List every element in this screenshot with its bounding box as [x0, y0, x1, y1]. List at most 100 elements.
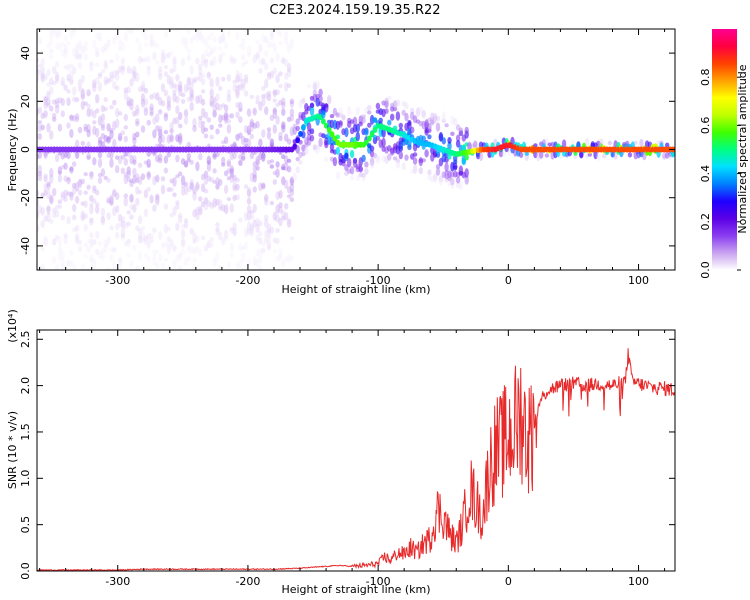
spectrogram-cell — [97, 139, 103, 148]
spectrogram-cell — [37, 75, 40, 83]
spectrogram-cell — [258, 44, 263, 53]
spectrogram-cell — [89, 108, 94, 117]
spectrogram-cell — [72, 182, 77, 189]
spectrogram-cell — [37, 170, 43, 177]
spectrogram-cell — [178, 84, 183, 93]
spectrogram-cell — [278, 30, 283, 38]
spectrogram-cell — [155, 249, 160, 254]
spectrogram-cell — [172, 259, 177, 268]
spectrogram-cell — [421, 110, 426, 119]
spectrogram-cell — [129, 99, 134, 104]
spectrogram-cell — [155, 43, 160, 49]
spectrogram-cell — [295, 144, 300, 154]
spectrogram-cell — [381, 128, 386, 138]
spectrogram-cell — [92, 188, 97, 194]
spectrogram-cell — [49, 31, 54, 39]
spectrogram-cell — [200, 53, 206, 60]
spectrogram-cell — [72, 29, 77, 33]
spectrogram-cell — [223, 204, 229, 214]
spectrogram-cell — [183, 41, 189, 50]
spectrogram-cell — [261, 150, 266, 160]
spectrogram-cell — [123, 31, 128, 42]
spectrogram-cell — [46, 82, 51, 87]
spectrogram-cell — [155, 60, 160, 65]
spectrogram-cell — [112, 81, 117, 89]
spectrogram-cell — [180, 239, 186, 249]
spectrogram-cell — [444, 162, 449, 172]
spectrogram-cell — [226, 124, 232, 134]
spectrogram-cell — [52, 238, 57, 246]
spectrogram-cell — [235, 70, 240, 76]
spectrogram-cell — [289, 38, 295, 44]
spectrogram-ridge-cell — [301, 124, 306, 131]
spectrogram-cell — [349, 175, 355, 181]
spectrogram-cell — [140, 87, 146, 92]
spectrogram-cell — [458, 181, 464, 191]
spectrogram-cell — [146, 67, 151, 76]
spectrogram-cell — [467, 141, 472, 151]
spectrogram-cell — [52, 112, 57, 119]
spectrogram-cell — [344, 164, 349, 172]
spectrogram-cell — [401, 109, 406, 116]
spectrogram-cell — [74, 50, 80, 59]
spectrogram-cell — [301, 131, 306, 139]
spectrogram-cell — [235, 86, 240, 96]
spectrogram-cell — [395, 111, 401, 121]
spectrogram-cell — [309, 134, 315, 142]
spectrogram-cell — [83, 40, 88, 48]
spectrogram-cell — [229, 169, 234, 178]
spectrogram-cell — [86, 92, 91, 97]
spectrogram-cell — [272, 211, 277, 221]
spectrogram-cell — [117, 155, 123, 165]
spectrogram-y-ticks: -40 -20 0 20 40 — [19, 46, 675, 255]
spectrogram-cell — [123, 157, 128, 166]
spectrogram-cell — [198, 206, 203, 212]
spectrogram-cell — [209, 101, 214, 108]
colorbar-tick-label: 0.0 — [699, 261, 712, 279]
spectrogram-cell — [249, 133, 254, 140]
spectrogram-cell — [80, 214, 86, 222]
spectrogram-cell — [126, 65, 131, 74]
spectrogram-cell — [198, 118, 203, 129]
spectrogram-cell — [158, 128, 163, 139]
spectrogram-cell — [246, 228, 252, 235]
spectrogram-cell — [103, 106, 108, 112]
spectrogram-cell — [286, 42, 292, 53]
spectrogram-cell — [261, 183, 266, 190]
spectrogram-cell — [169, 133, 174, 142]
spectrogram-cell — [160, 53, 166, 63]
spectrogram-cell — [175, 174, 180, 179]
spectrogram-cell — [226, 262, 232, 268]
spectrogram-cell — [312, 146, 318, 153]
spectrogram-cell — [63, 197, 68, 203]
spectrogram-cell — [252, 174, 257, 183]
spectrogram-cell — [430, 117, 435, 126]
spectrogram-cell — [453, 162, 458, 171]
spectrogram-cell — [278, 131, 283, 138]
spectrogram-cell — [192, 248, 197, 255]
spectrogram-cell — [264, 92, 269, 100]
spectrogram-cell — [135, 118, 140, 125]
spectrogram-cell — [269, 31, 275, 40]
spectrogram-cell — [106, 123, 111, 132]
spectrogram-ridge-cell — [366, 135, 372, 142]
spectrogram-cell — [278, 71, 283, 77]
spectrogram-cell — [579, 151, 584, 158]
spectrogram-cell — [243, 75, 249, 85]
spectrogram-cell — [246, 258, 252, 266]
spectrogram-cell — [478, 151, 484, 162]
spectrogram-cell — [281, 163, 286, 171]
spectrogram-cell — [37, 153, 40, 160]
spectrogram-cell — [281, 56, 286, 65]
spectrogram-cell — [200, 89, 206, 94]
spectrogram-cell — [195, 181, 200, 191]
spectrogram-cell — [249, 209, 254, 215]
spectrogram-cell — [338, 107, 343, 116]
spectrogram-cell — [89, 61, 94, 72]
spectrogram-cell — [221, 114, 226, 121]
spectrogram-cell — [347, 157, 352, 168]
spectrogram-cell — [218, 104, 223, 111]
spectrogram-cell — [218, 199, 223, 209]
spectrogram-cell — [189, 36, 194, 45]
spectrogram-cell — [221, 162, 226, 167]
